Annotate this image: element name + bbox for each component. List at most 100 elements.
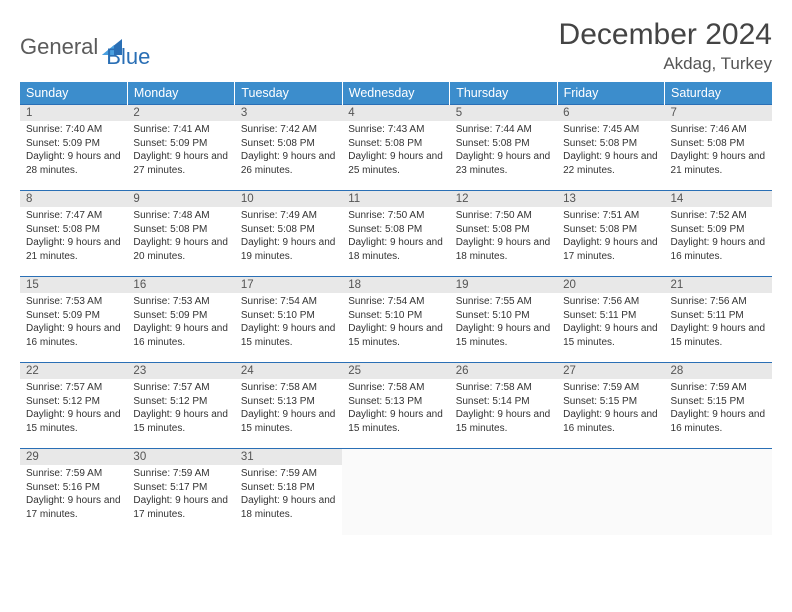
sunset-line: Sunset: 5:08 PM [456, 223, 551, 237]
sunrise-line: Sunrise: 7:59 AM [671, 381, 766, 395]
day-number: 8 [20, 191, 127, 207]
day-number: 5 [450, 105, 557, 121]
sunset-line: Sunset: 5:08 PM [456, 137, 551, 151]
brand-blue: Blue [106, 24, 150, 70]
sunrise-line: Sunrise: 7:59 AM [563, 381, 658, 395]
day-number: 9 [127, 191, 234, 207]
calendar-cell: 7Sunrise: 7:46 AMSunset: 5:08 PMDaylight… [665, 105, 772, 191]
calendar-cell: 1Sunrise: 7:40 AMSunset: 5:09 PMDaylight… [20, 105, 127, 191]
sunset-line: Sunset: 5:09 PM [671, 223, 766, 237]
sunrise-line: Sunrise: 7:43 AM [348, 123, 443, 137]
sunset-line: Sunset: 5:13 PM [348, 395, 443, 409]
sunset-line: Sunset: 5:15 PM [671, 395, 766, 409]
day-number: 21 [665, 277, 772, 293]
day-number: 25 [342, 363, 449, 379]
day-number: 31 [235, 449, 342, 465]
calendar-cell: 10Sunrise: 7:49 AMSunset: 5:08 PMDayligh… [235, 191, 342, 277]
sunrise-line: Sunrise: 7:44 AM [456, 123, 551, 137]
sunset-line: Sunset: 5:15 PM [563, 395, 658, 409]
day-body: Sunrise: 7:57 AMSunset: 5:12 PMDaylight:… [20, 379, 127, 439]
calendar-cell: 14Sunrise: 7:52 AMSunset: 5:09 PMDayligh… [665, 191, 772, 277]
day-body: Sunrise: 7:43 AMSunset: 5:08 PMDaylight:… [342, 121, 449, 181]
day-body: Sunrise: 7:56 AMSunset: 5:11 PMDaylight:… [557, 293, 664, 353]
brand-logo: General Blue [20, 24, 150, 70]
calendar-cell: 20Sunrise: 7:56 AMSunset: 5:11 PMDayligh… [557, 277, 664, 363]
weekday-header-row: SundayMondayTuesdayWednesdayThursdayFrid… [20, 82, 772, 105]
sunset-line: Sunset: 5:10 PM [456, 309, 551, 323]
daylight-line: Daylight: 9 hours and 15 minutes. [563, 322, 658, 349]
brand-general: General [20, 34, 98, 60]
sunrise-line: Sunrise: 7:46 AM [671, 123, 766, 137]
day-number: 24 [235, 363, 342, 379]
daylight-line: Daylight: 9 hours and 18 minutes. [456, 236, 551, 263]
day-number: 14 [665, 191, 772, 207]
day-body: Sunrise: 7:46 AMSunset: 5:08 PMDaylight:… [665, 121, 772, 181]
calendar-cell: 18Sunrise: 7:54 AMSunset: 5:10 PMDayligh… [342, 277, 449, 363]
day-body: Sunrise: 7:56 AMSunset: 5:11 PMDaylight:… [665, 293, 772, 353]
day-body: Sunrise: 7:54 AMSunset: 5:10 PMDaylight:… [235, 293, 342, 353]
month-title: December 2024 [559, 18, 772, 52]
day-number: 13 [557, 191, 664, 207]
sunrise-line: Sunrise: 7:58 AM [456, 381, 551, 395]
daylight-line: Daylight: 9 hours and 15 minutes. [133, 408, 228, 435]
day-body: Sunrise: 7:58 AMSunset: 5:13 PMDaylight:… [342, 379, 449, 439]
day-number: 2 [127, 105, 234, 121]
day-body: Sunrise: 7:59 AMSunset: 5:15 PMDaylight:… [665, 379, 772, 439]
day-number: 19 [450, 277, 557, 293]
sunset-line: Sunset: 5:09 PM [26, 309, 121, 323]
day-body: Sunrise: 7:55 AMSunset: 5:10 PMDaylight:… [450, 293, 557, 353]
calendar-cell: 5Sunrise: 7:44 AMSunset: 5:08 PMDaylight… [450, 105, 557, 191]
sunrise-line: Sunrise: 7:52 AM [671, 209, 766, 223]
sunrise-line: Sunrise: 7:58 AM [348, 381, 443, 395]
day-number: 22 [20, 363, 127, 379]
sunset-line: Sunset: 5:08 PM [671, 137, 766, 151]
calendar-cell: 22Sunrise: 7:57 AMSunset: 5:12 PMDayligh… [20, 363, 127, 449]
calendar-cell: 9Sunrise: 7:48 AMSunset: 5:08 PMDaylight… [127, 191, 234, 277]
calendar-body: 1Sunrise: 7:40 AMSunset: 5:09 PMDaylight… [20, 105, 772, 535]
calendar-cell: 29Sunrise: 7:59 AMSunset: 5:16 PMDayligh… [20, 449, 127, 535]
daylight-line: Daylight: 9 hours and 15 minutes. [671, 322, 766, 349]
daylight-line: Daylight: 9 hours and 15 minutes. [456, 322, 551, 349]
sunrise-line: Sunrise: 7:45 AM [563, 123, 658, 137]
calendar-row: 1Sunrise: 7:40 AMSunset: 5:09 PMDaylight… [20, 105, 772, 191]
daylight-line: Daylight: 9 hours and 27 minutes. [133, 150, 228, 177]
calendar-cell: 23Sunrise: 7:57 AMSunset: 5:12 PMDayligh… [127, 363, 234, 449]
calendar-cell: 6Sunrise: 7:45 AMSunset: 5:08 PMDaylight… [557, 105, 664, 191]
sunrise-line: Sunrise: 7:53 AM [26, 295, 121, 309]
day-number: 18 [342, 277, 449, 293]
calendar-cell: 21Sunrise: 7:56 AMSunset: 5:11 PMDayligh… [665, 277, 772, 363]
sunrise-line: Sunrise: 7:58 AM [241, 381, 336, 395]
daylight-line: Daylight: 9 hours and 25 minutes. [348, 150, 443, 177]
sunset-line: Sunset: 5:12 PM [133, 395, 228, 409]
sunrise-line: Sunrise: 7:57 AM [133, 381, 228, 395]
sunrise-line: Sunrise: 7:55 AM [456, 295, 551, 309]
day-number: 11 [342, 191, 449, 207]
calendar-cell: 19Sunrise: 7:55 AMSunset: 5:10 PMDayligh… [450, 277, 557, 363]
day-number: 1 [20, 105, 127, 121]
calendar-cell: 3Sunrise: 7:42 AMSunset: 5:08 PMDaylight… [235, 105, 342, 191]
sunrise-line: Sunrise: 7:56 AM [671, 295, 766, 309]
day-body: Sunrise: 7:58 AMSunset: 5:14 PMDaylight:… [450, 379, 557, 439]
day-number: 26 [450, 363, 557, 379]
sunrise-line: Sunrise: 7:59 AM [241, 467, 336, 481]
sunrise-line: Sunrise: 7:54 AM [348, 295, 443, 309]
daylight-line: Daylight: 9 hours and 15 minutes. [348, 322, 443, 349]
day-number: 4 [342, 105, 449, 121]
sunset-line: Sunset: 5:08 PM [133, 223, 228, 237]
sunset-line: Sunset: 5:18 PM [241, 481, 336, 495]
calendar-cell: 25Sunrise: 7:58 AMSunset: 5:13 PMDayligh… [342, 363, 449, 449]
calendar-cell: 16Sunrise: 7:53 AMSunset: 5:09 PMDayligh… [127, 277, 234, 363]
day-body: Sunrise: 7:50 AMSunset: 5:08 PMDaylight:… [342, 207, 449, 267]
calendar-cell: 17Sunrise: 7:54 AMSunset: 5:10 PMDayligh… [235, 277, 342, 363]
daylight-line: Daylight: 9 hours and 16 minutes. [26, 322, 121, 349]
calendar-cell: 31Sunrise: 7:59 AMSunset: 5:18 PMDayligh… [235, 449, 342, 535]
sunrise-line: Sunrise: 7:59 AM [133, 467, 228, 481]
sunrise-line: Sunrise: 7:42 AM [241, 123, 336, 137]
daylight-line: Daylight: 9 hours and 21 minutes. [671, 150, 766, 177]
daylight-line: Daylight: 9 hours and 21 minutes. [26, 236, 121, 263]
sunset-line: Sunset: 5:16 PM [26, 481, 121, 495]
weekday-header: Monday [127, 82, 234, 105]
calendar-row: 8Sunrise: 7:47 AMSunset: 5:08 PMDaylight… [20, 191, 772, 277]
daylight-line: Daylight: 9 hours and 17 minutes. [563, 236, 658, 263]
sunrise-line: Sunrise: 7:41 AM [133, 123, 228, 137]
